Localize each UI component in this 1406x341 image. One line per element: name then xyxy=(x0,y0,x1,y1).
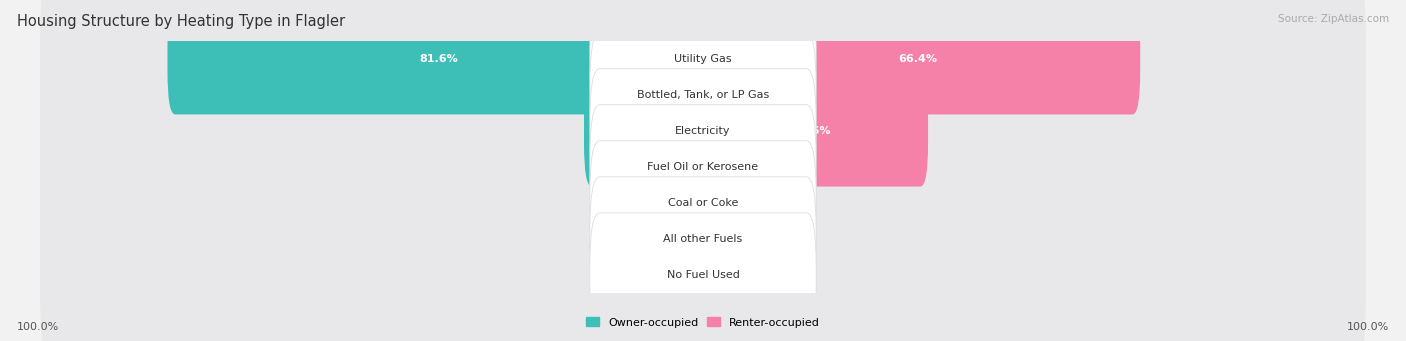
Text: Source: ZipAtlas.com: Source: ZipAtlas.com xyxy=(1278,14,1389,24)
FancyBboxPatch shape xyxy=(695,220,762,331)
Text: 100.0%: 100.0% xyxy=(1347,322,1389,332)
Text: 17.2%: 17.2% xyxy=(628,126,666,136)
Text: 66.4%: 66.4% xyxy=(898,54,938,64)
Text: Utility Gas: Utility Gas xyxy=(675,54,731,64)
FancyBboxPatch shape xyxy=(688,40,711,150)
FancyBboxPatch shape xyxy=(695,184,762,295)
FancyBboxPatch shape xyxy=(591,69,815,193)
Text: 0.0%: 0.0% xyxy=(613,162,641,172)
Text: 0.0%: 0.0% xyxy=(765,270,793,280)
Text: 0.0%: 0.0% xyxy=(613,198,641,208)
Text: All other Fuels: All other Fuels xyxy=(664,234,742,244)
FancyBboxPatch shape xyxy=(41,170,1367,341)
Text: 0.0%: 0.0% xyxy=(765,198,793,208)
FancyBboxPatch shape xyxy=(583,75,711,187)
FancyBboxPatch shape xyxy=(644,112,711,223)
Text: 0.0%: 0.0% xyxy=(765,162,793,172)
FancyBboxPatch shape xyxy=(644,220,711,331)
FancyBboxPatch shape xyxy=(591,177,815,301)
Text: 0.0%: 0.0% xyxy=(765,90,793,100)
Text: No Fuel Used: No Fuel Used xyxy=(666,270,740,280)
FancyBboxPatch shape xyxy=(644,184,711,295)
Text: 0.0%: 0.0% xyxy=(765,234,793,244)
FancyBboxPatch shape xyxy=(695,75,928,187)
FancyBboxPatch shape xyxy=(591,141,815,266)
Text: Coal or Coke: Coal or Coke xyxy=(668,198,738,208)
FancyBboxPatch shape xyxy=(41,0,1367,200)
FancyBboxPatch shape xyxy=(41,134,1367,341)
Text: Fuel Oil or Kerosene: Fuel Oil or Kerosene xyxy=(647,162,759,172)
FancyBboxPatch shape xyxy=(591,33,815,157)
FancyBboxPatch shape xyxy=(591,0,815,121)
FancyBboxPatch shape xyxy=(41,98,1367,308)
Text: 81.6%: 81.6% xyxy=(420,54,458,64)
FancyBboxPatch shape xyxy=(41,62,1367,272)
FancyBboxPatch shape xyxy=(41,0,1367,164)
Text: 0.0%: 0.0% xyxy=(613,270,641,280)
Text: 1.2%: 1.2% xyxy=(683,90,714,100)
FancyBboxPatch shape xyxy=(695,148,762,259)
Text: Electricity: Electricity xyxy=(675,126,731,136)
FancyBboxPatch shape xyxy=(644,148,711,259)
FancyBboxPatch shape xyxy=(41,26,1367,236)
Text: 0.0%: 0.0% xyxy=(613,234,641,244)
Text: Bottled, Tank, or LP Gas: Bottled, Tank, or LP Gas xyxy=(637,90,769,100)
Text: Housing Structure by Heating Type in Flagler: Housing Structure by Heating Type in Fla… xyxy=(17,14,344,29)
FancyBboxPatch shape xyxy=(591,213,815,338)
Legend: Owner-occupied, Renter-occupied: Owner-occupied, Renter-occupied xyxy=(581,313,825,332)
FancyBboxPatch shape xyxy=(695,3,1140,115)
FancyBboxPatch shape xyxy=(167,3,711,115)
FancyBboxPatch shape xyxy=(695,112,762,223)
Text: 33.6%: 33.6% xyxy=(793,126,831,136)
FancyBboxPatch shape xyxy=(591,105,815,229)
Text: 100.0%: 100.0% xyxy=(17,322,59,332)
FancyBboxPatch shape xyxy=(695,40,762,150)
